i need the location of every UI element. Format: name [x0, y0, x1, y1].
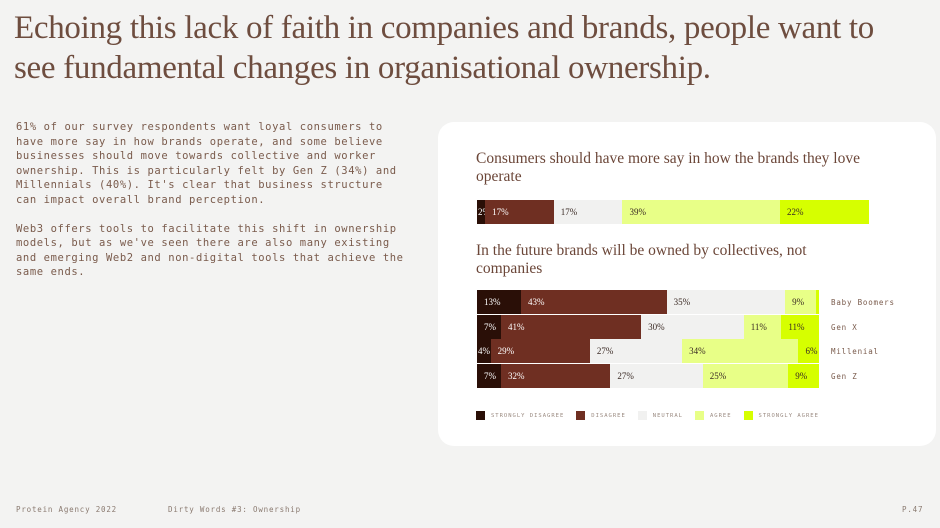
- bar-segment-disagree: 32%: [500, 364, 611, 389]
- bar-segment-strongly-disagree: 2%: [477, 200, 490, 224]
- bar-segment-strongly-agree: 6%: [798, 339, 819, 364]
- footer-agency: Protein Agency 2022: [16, 505, 117, 514]
- legend-swatch: [476, 411, 485, 420]
- legend-item-neutral: NEUTRAL: [637, 411, 683, 420]
- data-label: 27%: [596, 346, 614, 357]
- data-label: 32%: [507, 371, 525, 382]
- data-label: 2%: [478, 207, 490, 217]
- data-label: 25%: [709, 371, 727, 382]
- body-paragraph-1: 61% of our survey respondents want loyal…: [16, 121, 397, 206]
- legend-swatch: [576, 411, 586, 420]
- bar-segment-strongly-disagree: 7%: [477, 364, 501, 389]
- bar-row: 7% 41% 30% 11% 11%: [477, 314, 819, 339]
- bar-segment-agree: 11%: [743, 314, 782, 339]
- legend-swatch: [694, 411, 704, 420]
- legend-swatch: [743, 411, 753, 420]
- bar-segment-strongly-disagree: 13%: [477, 290, 522, 314]
- category-label: Gen X: [831, 322, 858, 332]
- bar-segment-neutral: 30%: [641, 314, 744, 339]
- footer-page-number: P.47: [902, 505, 924, 514]
- bar-segment-strongly-agree: 22%: [780, 200, 869, 224]
- data-label: 17%: [492, 207, 509, 217]
- legend-label: AGREE: [709, 412, 732, 419]
- bar-segment-neutral: 27%: [589, 339, 683, 364]
- bar-segment-agree: 25%: [702, 364, 789, 389]
- bar-row: 7% 32% 27% 25% 9%: [477, 364, 819, 389]
- bar-row: 13% 43% 35% 9%: [477, 290, 819, 314]
- bar-segment-neutral: 17%: [553, 200, 623, 224]
- data-label: 29%: [497, 346, 515, 357]
- footer-report-title: Dirty Words #3: Ownership: [168, 505, 301, 514]
- bar-segment-disagree: 41%: [500, 314, 642, 339]
- data-label: 9%: [795, 371, 808, 382]
- body-paragraph-2: Web3 offers tools to facilitate this shi…: [16, 222, 404, 279]
- page-title: Echoing this lack of faith in companies …: [14, 10, 874, 86]
- bar-segment-agree: 9%: [785, 290, 816, 314]
- legend-item-strongly-agree: STRONGLY AGREE: [743, 411, 819, 420]
- legend-label: STRONGLY DISAGREE: [491, 412, 565, 419]
- legend-item-strongly-disagree: STRONGLY DISAGREE: [476, 411, 564, 420]
- data-label: 22%: [787, 207, 804, 217]
- bar-segment-disagree: 17%: [485, 200, 554, 224]
- legend-swatch: [637, 411, 647, 420]
- data-label: 13%: [484, 297, 501, 307]
- data-label: 6%: [805, 346, 818, 357]
- bar-segment-strongly-disagree: 7%: [477, 314, 501, 339]
- bar-segment-neutral: 27%: [610, 364, 703, 389]
- bar-segment-strongly-disagree: 4%: [477, 339, 491, 364]
- legend-label: STRONGLY AGREE: [758, 412, 819, 419]
- data-label: 43%: [528, 297, 545, 307]
- legend-label: NEUTRAL: [652, 412, 683, 419]
- data-label: 34%: [689, 346, 706, 357]
- bar-segment-agree: 39%: [622, 200, 781, 224]
- chart-1-title: Consumers should have more say in how th…: [476, 150, 860, 185]
- category-label: Gen Z: [831, 372, 858, 382]
- bar-row: 2% 17% 17% 39% 22%: [477, 200, 869, 224]
- category-label: Millenial: [831, 347, 879, 357]
- category-label: Baby Boomers: [831, 298, 895, 307]
- bar-segment-strongly-agree: [815, 290, 819, 314]
- data-label: 4%: [478, 346, 490, 357]
- bar-segment-disagree: 43%: [521, 290, 667, 314]
- chart-2-title: In the future brands will be owned by co…: [476, 242, 807, 277]
- data-label: 41%: [507, 321, 525, 332]
- chart-legend: STRONGLY DISAGREE DISAGREE NEUTRAL AGREE STR…: [476, 411, 819, 420]
- data-label: 11%: [750, 321, 767, 332]
- data-label: 27%: [617, 371, 634, 382]
- body-text: 61% of our survey respondents want loyal…: [16, 120, 408, 294]
- bar-segment-agree: 34%: [682, 339, 799, 364]
- data-label: 17%: [560, 207, 578, 217]
- legend-item-agree: AGREE: [694, 411, 732, 420]
- data-label: 30%: [648, 321, 665, 332]
- bar-segment-disagree: 29%: [490, 339, 590, 364]
- legend-label: DISAGREE: [591, 412, 626, 419]
- bar-segment-strongly-agree: 11%: [781, 314, 819, 339]
- bar-segment-neutral: 35%: [666, 290, 786, 314]
- bar-segment-strongly-agree: 9%: [788, 364, 819, 389]
- data-label: 9%: [792, 297, 805, 307]
- bar-row: 4% 29% 27% 34% 6%: [477, 339, 819, 364]
- legend-item-disagree: DISAGREE: [576, 411, 626, 420]
- data-label: 11%: [788, 321, 805, 332]
- data-label: 35%: [673, 297, 691, 307]
- chart-card: [438, 122, 936, 446]
- data-label: 7%: [484, 371, 496, 382]
- data-label: 7%: [484, 321, 496, 332]
- data-label: 39%: [629, 207, 646, 217]
